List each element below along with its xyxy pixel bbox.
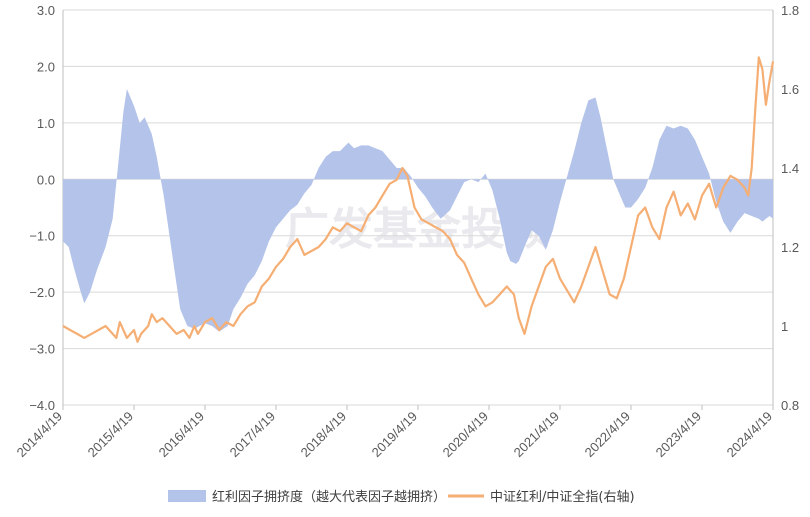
crowding-area-series [63,89,773,332]
right-tick-label: 1.2 [781,240,799,255]
left-tick-label: −3.0 [29,342,55,357]
x-tick-label: 2019/4/19 [369,409,421,461]
right-tick-label: 1 [781,319,788,334]
left-tick-label: 3.0 [37,3,55,18]
right-tick-label: 1.4 [781,161,799,176]
dividend-ratio-line [62,56,775,343]
left-tick-label: 1.0 [37,116,55,131]
x-tick-label: 2022/4/19 [582,409,634,461]
x-tick-label: 2024/4/19 [724,409,776,461]
x-tick-label: 2017/4/19 [227,409,279,461]
left-tick-label: −1.0 [29,229,55,244]
x-tick-label: 2023/4/19 [653,409,705,461]
crowding-area [63,89,773,332]
right-tick-label: 1.8 [781,3,799,18]
x-tick-label: 2021/4/19 [511,409,563,461]
x-axis: 2014/4/19 2015/4/19 2016/4/19 2017/4/19 2018… [14,405,776,461]
right-tick-label: 1.6 [781,82,799,97]
x-tick-label: 2015/4/19 [85,409,137,461]
legend-area-label: 红利因子拥挤度（越大代表因子越拥挤） [212,489,446,505]
left-tick-label: −2.0 [29,285,55,300]
x-tick-label: 2020/4/19 [440,409,492,461]
left-tick-label: 2.0 [37,59,55,74]
right-tick-label: 0.8 [781,398,799,413]
legend-line-label: 中证红利/中证全指(右轴) [490,489,635,505]
left-tick-label: 0.0 [37,172,55,187]
x-tick-label: 2018/4/19 [298,409,350,461]
left-tick-label: −4.0 [29,398,55,413]
left-axis: 3.0 2.0 1.0 0.0 −1.0 −2.0 −3.0 −4.0 [29,3,55,413]
x-tick-label: 2014/4/19 [14,409,66,461]
x-tick-label: 2016/4/19 [156,409,208,461]
dividend-ratio-line-series [62,56,775,343]
right-axis: 1.8 1.6 1.4 1.2 1 0.8 [781,3,799,413]
legend: 红利因子拥挤度（越大代表因子越拥挤） 中证红利/中证全指(右轴) [168,489,635,505]
legend-area-swatch [168,490,206,502]
